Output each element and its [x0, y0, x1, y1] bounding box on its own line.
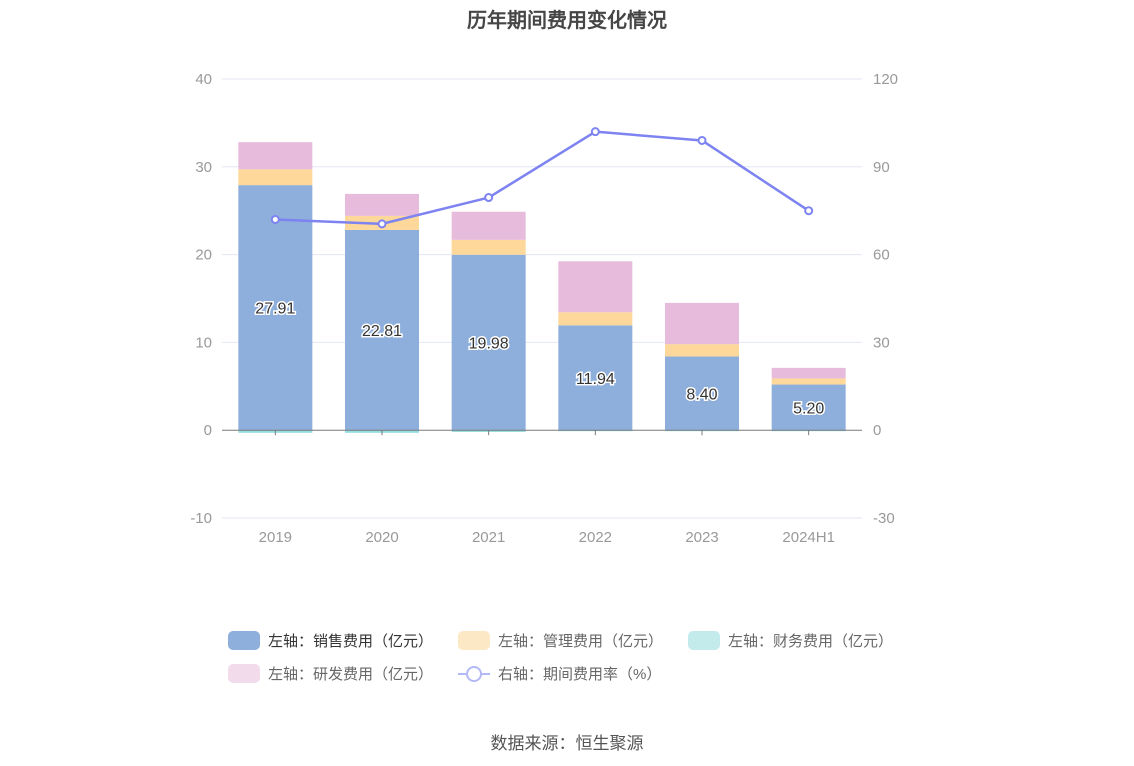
data-label-sales: 27.91: [255, 301, 295, 318]
rate-point: [590, 127, 600, 137]
bar-1-2024H1: [771, 378, 846, 385]
bar-3-2024H1: [771, 367, 846, 379]
right-tick-label: 120: [873, 71, 898, 88]
bar-0-2022: [558, 325, 633, 431]
bar-1-2021: [451, 239, 526, 255]
right-tick-label: 30: [873, 334, 890, 351]
rate-line: [275, 130, 810, 226]
x-tick-label: 2024H1: [782, 529, 835, 546]
bar-0-2019: [238, 185, 313, 431]
data-label-sales: 11.94: [576, 371, 615, 388]
legend-swatch-sales: [228, 631, 260, 650]
bar-3-2019: [238, 142, 313, 170]
x-tick-label: 2019: [259, 529, 292, 546]
data-label-sales: 22.81: [362, 323, 402, 340]
legend-swatch-admin: [458, 631, 490, 650]
legend-item-rate[interactable]: 右轴：期间费用率（%）: [458, 663, 661, 684]
legend-line-icon: [458, 664, 490, 683]
right-tick-label: 90: [873, 159, 890, 176]
left-tick-label: 10: [195, 334, 212, 351]
legend-item-admin[interactable]: 左轴：管理费用（亿元）: [458, 630, 663, 651]
bar-3-2020: [345, 193, 419, 216]
bar-0-2024H1: [771, 384, 846, 431]
bar-3-2023: [665, 302, 739, 345]
legend-label-rnd: 左轴：研发费用（亿元）: [268, 666, 434, 683]
x-tick-label: 2020: [365, 529, 398, 546]
legend-label-finance: 左轴：财务费用（亿元）: [728, 633, 894, 650]
bar-1-2023: [665, 344, 739, 357]
data-label-sales: 8.40: [686, 386, 717, 403]
legend-swatch-finance: [688, 631, 720, 650]
right-tick-label: 0: [873, 422, 881, 439]
x-tick-label: 2022: [579, 529, 612, 546]
bar-3-2022: [558, 261, 633, 313]
x-tick-label: 2023: [685, 529, 718, 546]
chart-title: 历年期间费用变化情况: [467, 10, 667, 32]
legend-item-sales[interactable]: 左轴：销售费用（亿元）: [228, 630, 433, 651]
bar-0-2023: [665, 356, 739, 431]
bar-1-2022: [558, 312, 633, 326]
bar-3-2021: [451, 211, 526, 240]
bar-0-2020: [345, 229, 419, 431]
data-label-sales: 5.20: [793, 400, 824, 417]
x-tick-label: 2021: [472, 529, 505, 546]
chart-plot: 40 120 30 90 20 60 10 30 0 0 -10 -30 2019 2020 2021 202…: [190, 71, 898, 546]
left-tick-label: 40: [195, 71, 212, 88]
rate-point: [270, 214, 280, 224]
bar-1-2019: [238, 169, 313, 186]
rate-point: [697, 135, 707, 145]
right-tick-label: 60: [873, 247, 890, 264]
rate-point: [377, 219, 387, 229]
rate-point: [804, 206, 814, 216]
legend-label-sales: 左轴：销售费用（亿元）: [268, 633, 434, 650]
legend-label-admin: 左轴：管理费用（亿元）: [498, 633, 664, 650]
left-tick-label: 20: [195, 247, 212, 264]
legend-item-rnd[interactable]: 左轴：研发费用（亿元）: [228, 663, 433, 684]
bar-0-2021: [451, 254, 526, 431]
rate-point: [484, 193, 494, 203]
left-tick-label: 0: [204, 422, 212, 439]
legend-item-finance[interactable]: 左轴：财务费用（亿元）: [688, 630, 893, 651]
legend-swatch-rnd: [228, 664, 260, 683]
data-label-sales: 19.98: [469, 335, 509, 352]
left-tick-label: -10: [190, 510, 212, 527]
left-tick-label: 30: [195, 159, 212, 176]
legend-label-rate: 右轴：期间费用率（%）: [498, 666, 662, 683]
right-tick-label: -30: [873, 510, 895, 527]
source-note: 数据来源：恒生聚源: [490, 734, 644, 753]
